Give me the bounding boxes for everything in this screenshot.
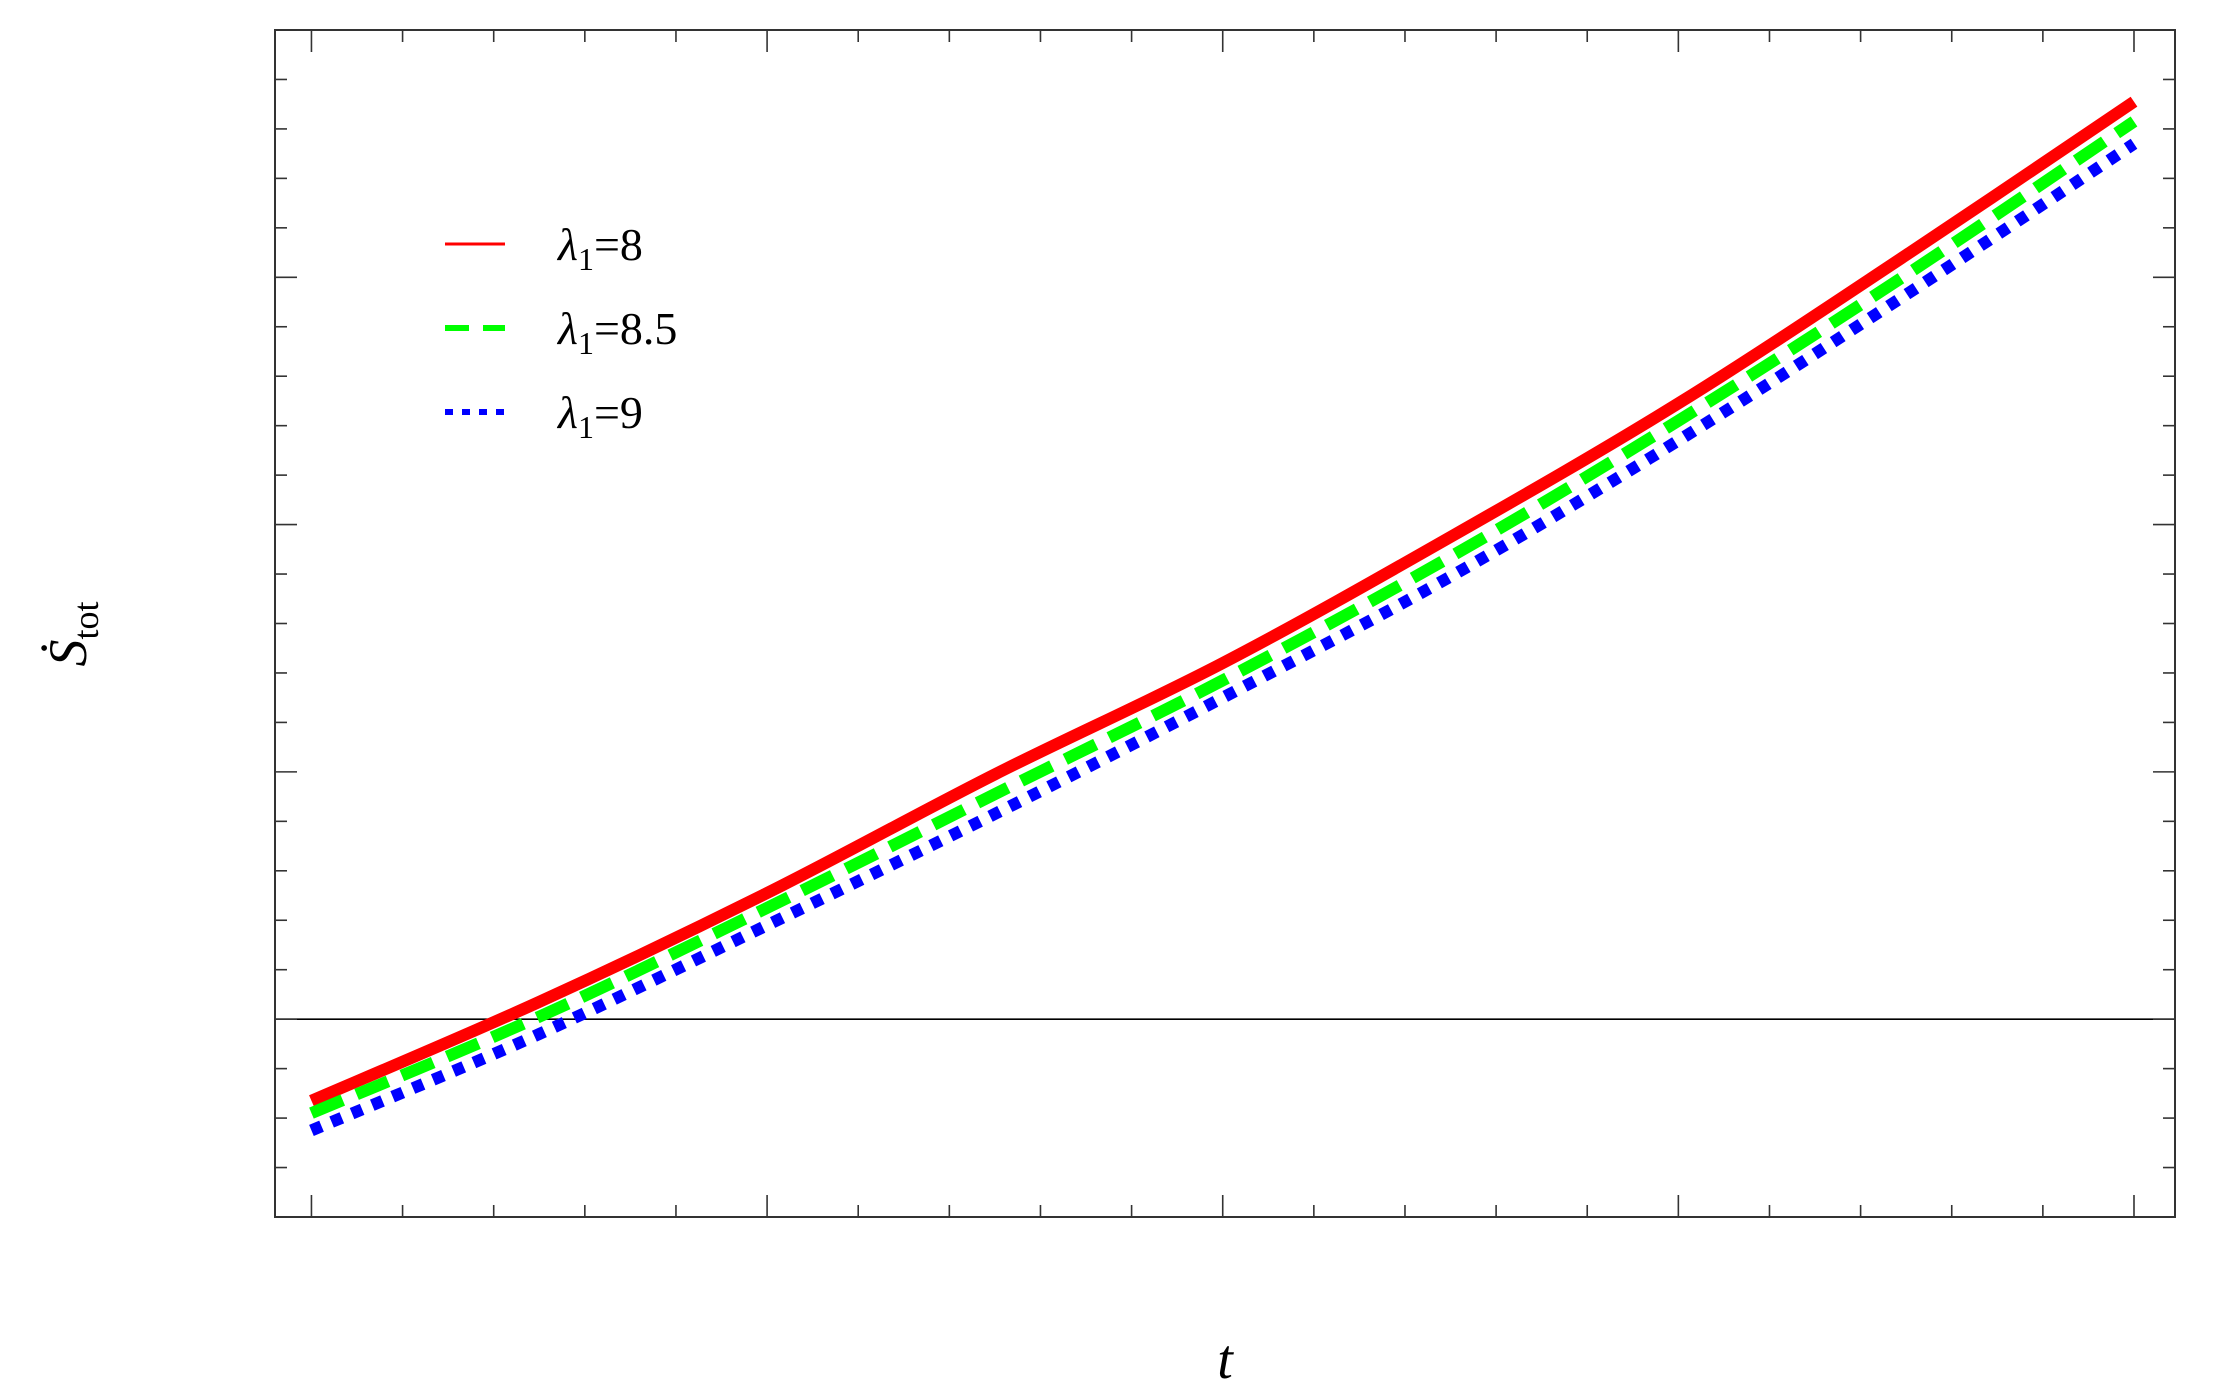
legend-label-3: λ1=9: [556, 387, 643, 445]
legend-symbol: λ: [556, 303, 578, 354]
legend-symbol: λ: [556, 387, 578, 438]
plot-frame: [274, 29, 2176, 1218]
y-axis-title-subscript: tot: [66, 601, 106, 639]
y-axis-title: Ṡtot: [38, 601, 106, 666]
legend-subscript: 1: [578, 409, 594, 445]
series-line-1: [309, 96, 2138, 1107]
legend-symbol: λ: [556, 219, 578, 270]
legend-value: =8.5: [594, 303, 677, 354]
x-axis-title: t: [1217, 1329, 1234, 1391]
series-line-2: [309, 116, 2138, 1119]
legend: λ1=8λ1=8.5λ1=9: [445, 219, 677, 445]
legend-label-1: λ1=8: [556, 219, 643, 277]
legend-label-2: λ1=8.5: [556, 303, 677, 361]
series-layer: [309, 96, 2138, 1136]
legend-value: =8: [594, 219, 643, 270]
series-line-3: [309, 138, 2138, 1136]
ticks-layer: [275, 29, 2175, 1218]
legend-value: =9: [594, 387, 643, 438]
legend-subscript: 1: [578, 325, 594, 361]
legend-subscript: 1: [578, 241, 594, 277]
y-axis-title-main: Ṡ: [38, 640, 98, 667]
